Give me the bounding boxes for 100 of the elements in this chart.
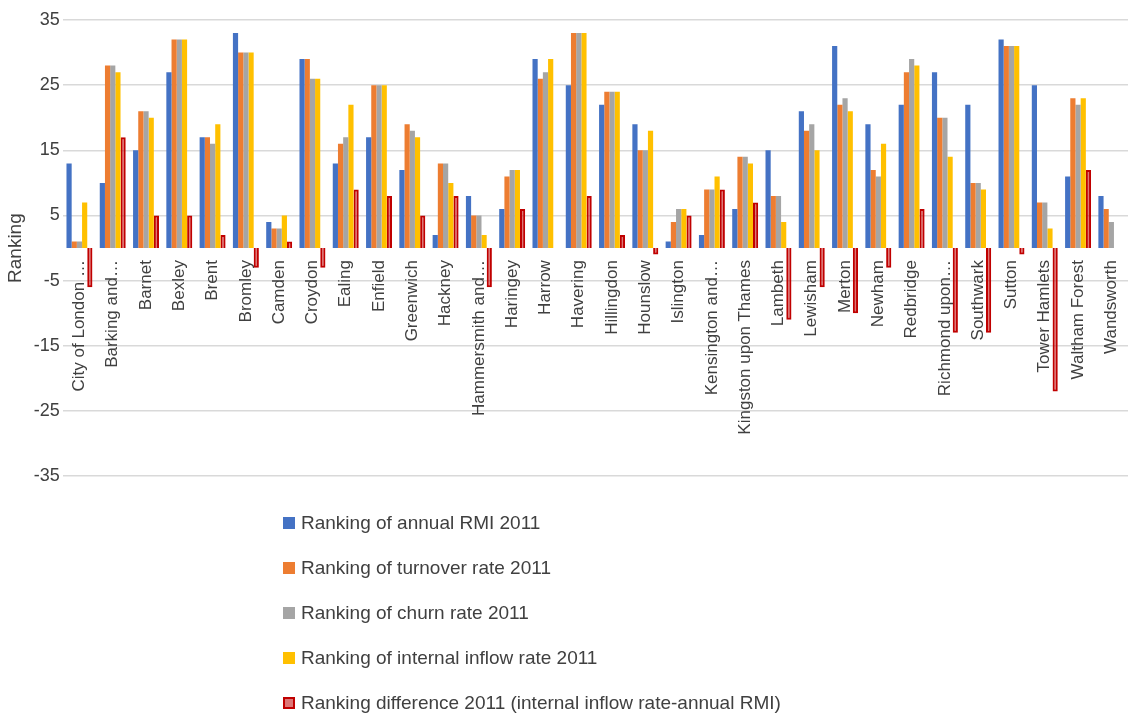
bar [998,39,1004,249]
x-tick-label: Hounslow [635,259,655,335]
bar [343,137,349,249]
bar [143,111,149,249]
bar [809,124,815,249]
bar [548,59,554,249]
bar [803,130,810,249]
bar [115,72,121,249]
bar [1031,85,1037,249]
y-tick-label: 5 [49,204,60,225]
bar [681,209,687,249]
x-tick-label: Kensington and… [701,260,721,396]
y-axis-title: Ranking [3,213,25,283]
bar [542,72,549,249]
bar [737,156,743,249]
bar [448,182,454,249]
bar [1108,222,1114,249]
bar [171,39,177,249]
x-tick-label: City of London … [69,260,89,392]
bar [366,137,372,249]
bar [104,65,111,249]
bar [176,39,182,249]
bar [371,85,377,249]
bar [931,72,938,249]
bar [443,163,449,249]
x-tick-label: Hammersmith and… [468,260,488,416]
bar [276,228,282,249]
bar [1047,228,1053,249]
bar [499,209,505,249]
x-tick-label: Kingston upon Thames [734,260,754,435]
bar [898,104,904,249]
x-tick-label: Islington [668,260,688,324]
bar [232,33,239,249]
bar [637,150,643,249]
bar [1008,46,1015,249]
y-tick-label: 35 [39,8,60,29]
bar [903,72,910,249]
bar [332,163,338,249]
bar [309,78,316,249]
bar [965,104,971,249]
bar [599,104,605,249]
bar [781,222,787,249]
bar [775,195,782,249]
bar [504,176,510,249]
bar [604,91,610,249]
x-tick-label: Bromley [235,259,255,323]
bar [937,117,943,249]
bar [565,85,571,249]
bar [1014,46,1020,249]
bar [704,189,710,249]
bar [847,111,853,249]
x-tick-label: Enfield [368,260,388,313]
y-tick-label: 25 [39,74,60,95]
legend-label: Ranking difference 2011 (internal inflow rate-annual RMI) [301,691,781,714]
bar [537,78,543,249]
bar [210,143,216,249]
bar [1075,104,1081,249]
bar [870,169,876,249]
x-tick-label: Richmond upon… [934,260,954,397]
bar [1065,176,1071,249]
x-tick-label: Merton [834,260,854,314]
legend-label: Ranking of internal inflow rate 2011 [301,646,598,669]
x-tick-label: Ealing [335,260,355,308]
bar [632,124,638,249]
bar [880,143,887,249]
bar [110,65,116,249]
bar [698,235,705,249]
bar [765,150,771,249]
bar [299,59,305,249]
bar [576,33,582,249]
x-tick-label: Harrow [535,259,555,315]
bar [271,228,277,249]
x-tick-label: Croydon [302,260,322,325]
y-tick-label: -15 [33,334,60,355]
bar [304,59,310,249]
bar [837,104,843,249]
bar [814,150,820,249]
bar [476,215,482,249]
x-tick-label: Redbridge [901,260,921,339]
bar [348,104,354,249]
bar [832,46,838,249]
bar [409,130,415,249]
bar [1098,195,1104,249]
bar [181,39,188,249]
bar [581,33,587,249]
bar [399,169,405,249]
bar [609,91,615,249]
bar [381,85,387,249]
bar [732,209,738,249]
bar [970,182,976,249]
x-tick-label: Lambeth [768,260,788,327]
bar [1070,98,1076,249]
bar [709,189,715,249]
bar [509,169,515,249]
bar [99,182,105,249]
bar [798,111,804,249]
bar [947,156,953,249]
bar [714,176,720,249]
bar [909,59,915,249]
bar [914,65,920,249]
